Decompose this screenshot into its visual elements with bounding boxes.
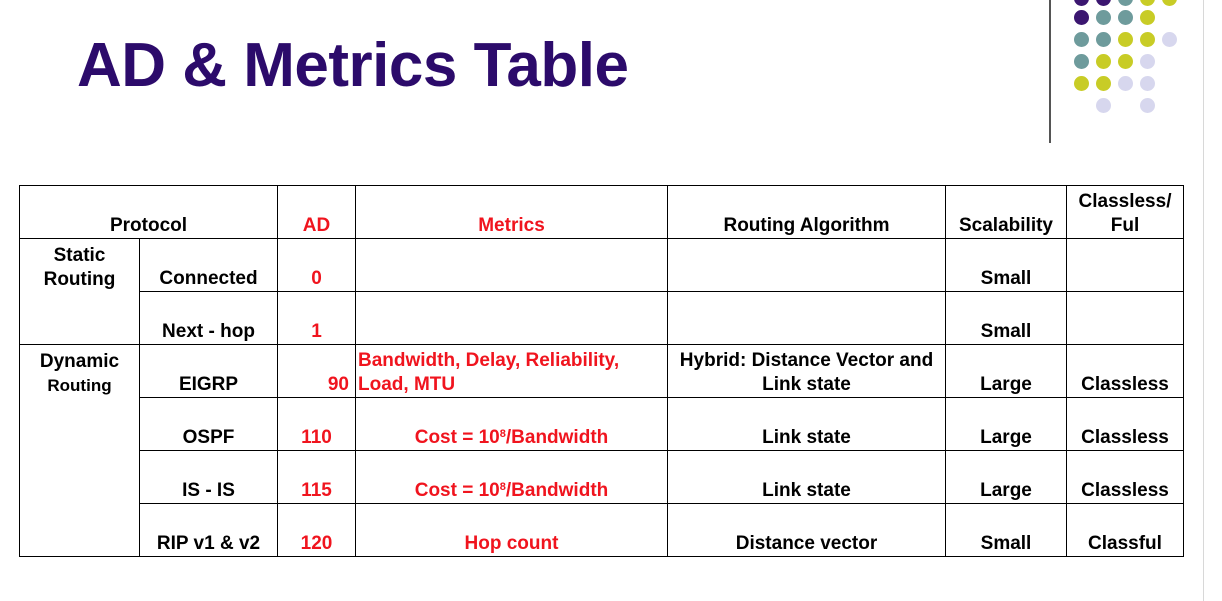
decor-dot — [1096, 54, 1111, 69]
cell-scalability: Large — [945, 397, 1067, 451]
cell-classful — [1066, 238, 1184, 292]
cell-ad: 90 — [277, 344, 356, 398]
cell-classful: Classless — [1066, 344, 1184, 398]
cell-metrics-line1: Bandwidth, Delay, Reliability, — [358, 350, 620, 371]
metrics-exponent: 8 — [499, 428, 506, 440]
cell-scalability: Small — [945, 503, 1067, 557]
cell-scalability: Small — [945, 238, 1067, 292]
cell-ad: 115 — [277, 450, 356, 504]
group-dynamic-routing: Dynamic Routing — [19, 344, 140, 557]
metrics-exponent: 8 — [499, 481, 506, 493]
table-row: Static Routing Connected 0 Small — [19, 238, 1184, 345]
metrics-prefix: Cost = 10 — [414, 480, 500, 501]
decor-dot — [1096, 0, 1111, 6]
cell-scalability: Large — [945, 344, 1067, 398]
cell-protocol: RIP v1 & v2 — [139, 503, 278, 557]
cell-metrics — [355, 238, 668, 292]
cell-algorithm: Link state — [667, 450, 946, 504]
table-row: IS - IS 115 Cost = 108/Bandwidth Link st… — [20, 450, 1184, 504]
decor-dot — [1096, 10, 1111, 25]
table-row: Next - hop 1 Small — [20, 291, 1184, 345]
cell-metrics: Cost = 108/Bandwidth — [355, 397, 668, 451]
cell-protocol: Next - hop — [139, 291, 278, 345]
decor-dot — [1118, 76, 1133, 91]
decor-dot — [1118, 32, 1133, 47]
cell-protocol: Connected — [139, 238, 278, 292]
divider-line — [1049, 0, 1051, 143]
cell-metrics: Hop count — [355, 503, 668, 557]
decor-dot — [1096, 76, 1111, 91]
table-header-row: Protocol AD Metrics Routing Algorithm Sc… — [19, 185, 1184, 239]
group-static-routing: Static Routing — [19, 238, 140, 345]
decor-dot — [1162, 32, 1177, 47]
decor-dot — [1140, 76, 1155, 91]
cell-algorithm: Hybrid: Distance Vector and Link state — [667, 344, 946, 398]
cell-algorithm-line2: Link state — [762, 374, 851, 395]
group-dynamic-line2: Routing — [47, 376, 112, 395]
cell-classful: Classless — [1066, 397, 1184, 451]
header-classless-line1: Classless/ — [1078, 191, 1172, 212]
cell-protocol: IS - IS — [139, 450, 278, 504]
cell-algorithm — [667, 238, 946, 292]
cell-ad: 0 — [277, 238, 356, 292]
header-protocol: Protocol — [19, 185, 278, 239]
cell-metrics: Bandwidth, Delay, Reliability, Load, MTU — [355, 344, 668, 398]
cell-ad: 110 — [277, 397, 356, 451]
decor-dot — [1074, 10, 1089, 25]
metrics-suffix: /Bandwidth — [505, 427, 609, 448]
metrics-suffix: /Bandwidth — [505, 480, 609, 501]
cell-classful: Classless — [1066, 450, 1184, 504]
cell-protocol: OSPF — [139, 397, 278, 451]
slide-title: AD & Metrics Table — [77, 31, 629, 100]
cell-scalability: Small — [945, 291, 1067, 345]
cell-algorithm: Distance vector — [667, 503, 946, 557]
ad-metrics-table: Protocol AD Metrics Routing Algorithm Sc… — [19, 185, 1184, 557]
cell-algorithm-line1: Hybrid: Distance Vector and — [679, 350, 934, 371]
decor-dot — [1074, 54, 1089, 69]
cell-classful — [1066, 291, 1184, 345]
table-row: OSPF 110 Cost = 108/Bandwidth Link state… — [20, 397, 1184, 451]
cell-metrics-line2: Load, MTU — [358, 374, 456, 395]
decor-dot — [1118, 0, 1133, 6]
cell-ad: 1 — [277, 291, 356, 345]
decor-dot — [1074, 76, 1089, 91]
header-metrics: Metrics — [355, 185, 668, 239]
decor-dot — [1162, 0, 1177, 6]
cell-metrics — [355, 291, 668, 345]
cell-algorithm — [667, 291, 946, 345]
header-classless-line2: Ful — [1110, 215, 1140, 236]
decor-dot — [1140, 98, 1155, 113]
metrics-prefix: Cost = 10 — [414, 427, 500, 448]
cell-algorithm: Link state — [667, 397, 946, 451]
decor-dot — [1118, 10, 1133, 25]
header-routing-algorithm: Routing Algorithm — [667, 185, 946, 239]
group-dynamic-line1: Dynamic — [39, 351, 120, 372]
decor-dot — [1074, 0, 1089, 6]
decor-dot — [1140, 54, 1155, 69]
decor-dot — [1096, 98, 1111, 113]
cell-classful: Classful — [1066, 503, 1184, 557]
table-row: Dynamic Routing EIGRP 90 Bandwidth, Dela… — [19, 344, 1184, 557]
cell-protocol: EIGRP — [139, 344, 278, 398]
cell-scalability: Large — [945, 450, 1067, 504]
cell-metrics: Cost = 108/Bandwidth — [355, 450, 668, 504]
decor-dot — [1096, 32, 1111, 47]
header-scalability: Scalability — [945, 185, 1067, 239]
decor-dot — [1140, 32, 1155, 47]
group-static-line1: Static — [53, 245, 106, 266]
header-ad: AD — [277, 185, 356, 239]
decor-dot — [1074, 32, 1089, 47]
header-classless-classful: Classless/ Ful — [1066, 185, 1184, 239]
table-row: RIP v1 & v2 120 Hop count Distance vecto… — [20, 503, 1184, 557]
decor-dot — [1140, 10, 1155, 25]
cell-ad: 120 — [277, 503, 356, 557]
decor-dot — [1118, 54, 1133, 69]
decor-dot — [1140, 0, 1155, 6]
group-static-line2: Routing — [43, 269, 116, 290]
